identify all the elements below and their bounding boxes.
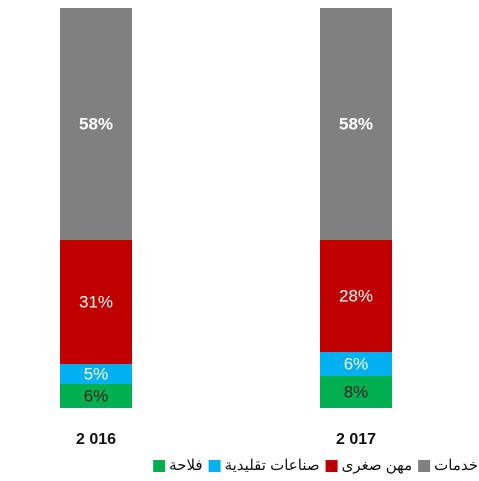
data-label: 8% [344,382,369,401]
bar-segment [60,8,132,240]
data-label: 58% [79,114,113,133]
data-label: 5% [84,364,109,383]
bar-segment [60,240,132,364]
bar-segment [60,364,132,384]
legend-swatch [208,460,221,472]
x-tick-label: 2 017 [336,431,376,448]
legend-label: صناعات تقليدية [225,457,320,474]
data-label: 28% [339,286,373,305]
legend-swatch [418,460,431,472]
data-label: 31% [79,292,113,311]
legend-label: خدمات [434,457,478,474]
legend-label: فلاحة [169,457,202,474]
bar-segment [320,8,392,240]
legend-label: مهن صغرى [342,457,413,474]
bar-segment [60,384,132,408]
data-label: 6% [344,354,369,373]
bar-segment [320,376,392,408]
legend-swatch [153,460,166,472]
bar-segment [320,240,392,352]
x-tick-label: 2 016 [76,431,116,448]
data-label: 6% [84,386,109,405]
data-label: 58% [339,114,373,133]
bar-segment [320,352,392,376]
legend-swatch [325,460,338,472]
